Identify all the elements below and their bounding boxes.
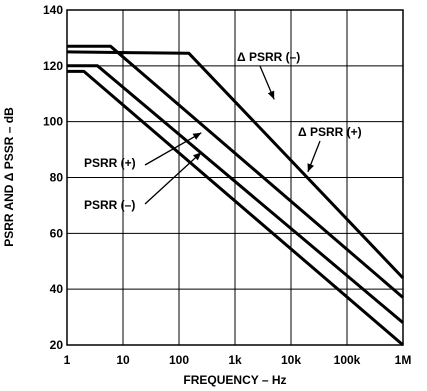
y-tick-labels: 20 40 60 80 100 120 140 (43, 3, 63, 352)
annotation-label-3: PSRR (–) (84, 198, 135, 212)
x-tick-label-4: 10k (281, 353, 301, 367)
series-line-2 (67, 64, 404, 324)
annotation-label-1: Δ PSRR (+) (298, 125, 362, 139)
x-tick-label-2: 100 (169, 353, 189, 367)
y-axis-title: PSRR AND Δ PSSR – dB (2, 107, 16, 247)
annotation-arrowhead-3 (193, 152, 202, 161)
y-tick-label-4: 100 (43, 115, 63, 129)
annotation-label-0: Δ PSRR (–) (237, 50, 300, 64)
x-tick-label-6: 1M (395, 353, 412, 367)
x-axis-title: FREQUENCY – Hz (183, 373, 286, 387)
x-tick-label-0: 1 (64, 353, 71, 367)
y-tick-label-3: 80 (50, 171, 64, 185)
y-tick-label-2: 60 (50, 226, 64, 240)
annotation-arrowhead-1 (307, 163, 314, 172)
y-tick-label-5: 120 (43, 59, 63, 73)
annotations: Δ PSRR (–) Δ PSRR (+) PSRR (+) PSRR (–) (84, 50, 362, 212)
series-line-1 (67, 44, 404, 299)
series-line-3 (67, 69, 404, 347)
y-tick-label-0: 20 (50, 338, 64, 352)
annotation-leader-3 (144, 151, 202, 205)
x-tick-labels: 1 10 100 1k 10k 100k 1M (64, 353, 412, 367)
grid (66, 9, 404, 346)
y-tick-label-6: 140 (43, 3, 63, 17)
annotation-leader-2 (144, 132, 202, 166)
annotation-label-2: PSRR (+) (84, 156, 136, 170)
x-tick-label-5: 100k (334, 353, 361, 367)
plot-frame (66, 9, 404, 346)
series-line-0 (66, 50, 405, 280)
y-tick-label-1: 40 (50, 282, 64, 296)
x-tick-label-3: 1k (228, 353, 242, 367)
x-tick-label-1: 10 (116, 353, 130, 367)
annotation-arrowhead-2 (192, 132, 202, 140)
annotation-arrowhead-0 (267, 90, 275, 100)
series-group (66, 44, 405, 347)
